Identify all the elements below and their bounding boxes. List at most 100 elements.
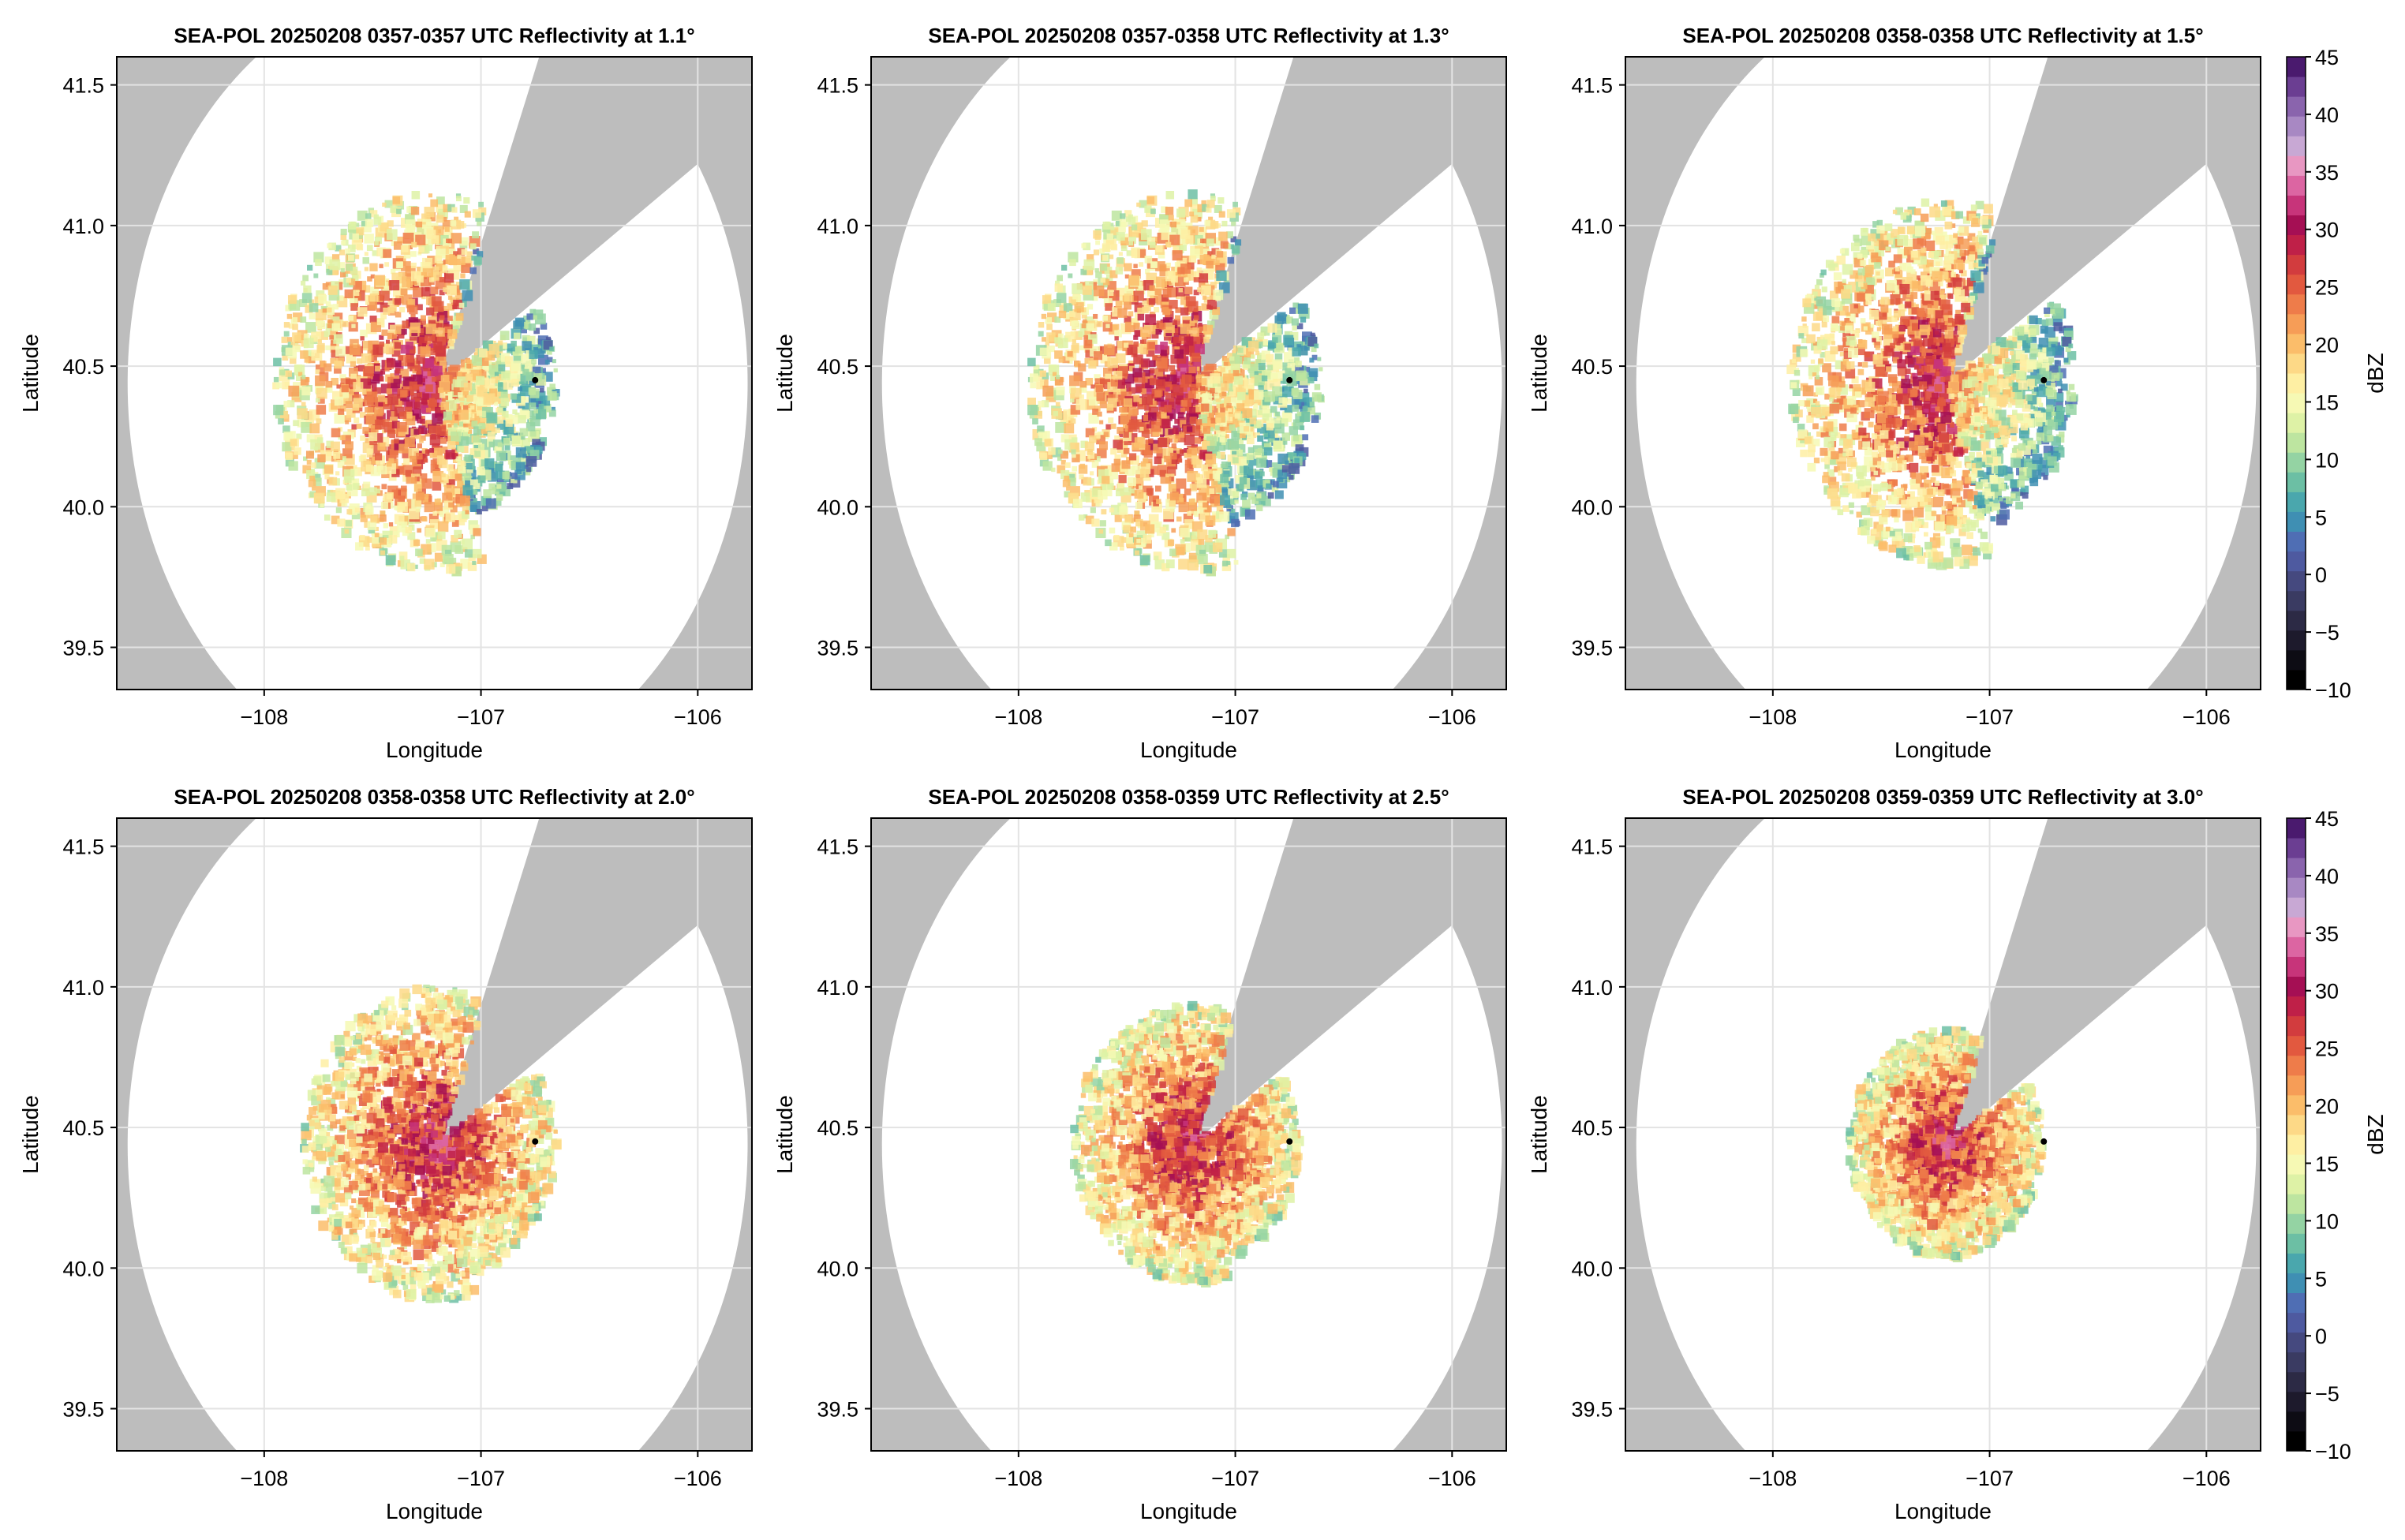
colorbar-segment — [2287, 1035, 2306, 1056]
colorbar-segment — [2287, 77, 2306, 97]
colorbar-1: −10 −5 0 5 10 15 20 25 30 35 40 45 dBZ — [2286, 46, 2388, 702]
y-tick-label: 41.5 — [817, 835, 858, 859]
colorbar-segment — [2287, 234, 2306, 256]
colorbar-tick-label: 0 — [2315, 563, 2327, 587]
y-tick-label: 41.0 — [1571, 215, 1613, 238]
x-tick-label: −107 — [1966, 1467, 2014, 1490]
x-axis-label: Longitude — [1140, 1499, 1237, 1523]
colorbar-segment — [2287, 1430, 2306, 1452]
reflectivity-echoes — [1845, 1026, 2047, 1263]
y-axis-label: Latitude — [1527, 1095, 1551, 1174]
colorbar-segment — [2287, 877, 2306, 898]
colorbar-segment — [2287, 195, 2306, 215]
colorbar-segment — [2287, 956, 2306, 977]
colorbar-segment — [2287, 1332, 2306, 1353]
x-tick-label: −107 — [1211, 705, 1259, 729]
y-tick-label: 39.5 — [1571, 637, 1613, 660]
colorbar-segment — [2287, 393, 2306, 413]
colorbar-tick-label: 45 — [2315, 46, 2339, 69]
colorbar-segment — [2287, 858, 2306, 878]
colorbar-tick-label: 40 — [2315, 865, 2339, 888]
colorbar-tick-label: −5 — [2315, 621, 2340, 645]
panel-title: SEA-POL 20250208 0358-0358 UTC Reflectiv… — [1682, 24, 2203, 47]
colorbar-segment — [2287, 57, 2306, 77]
colorbar-segment — [2287, 1213, 2306, 1234]
colorbar-segment — [2287, 570, 2306, 592]
colorbar-segment — [2287, 333, 2306, 354]
y-tick-label: 41.5 — [62, 835, 104, 859]
axes-frame — [1625, 56, 2261, 690]
y-tick-label: 41.5 — [62, 74, 104, 98]
y-tick-label: 41.5 — [1571, 74, 1613, 98]
colorbar-segment — [2287, 215, 2306, 236]
axes-frame — [116, 817, 753, 1452]
colorbar-segment — [2287, 1055, 2306, 1076]
colorbar-segment — [2287, 1273, 2306, 1293]
y-tick-label: 40.5 — [62, 355, 104, 379]
colorbar-tick-label: 20 — [2315, 1095, 2339, 1119]
x-tick-label: −106 — [1428, 705, 1476, 729]
axes-frame — [1625, 817, 2261, 1452]
x-tick-label: −108 — [994, 1467, 1042, 1490]
y-tick-label: 41.0 — [817, 215, 858, 238]
colorbar-segment — [2287, 590, 2306, 611]
colorbar-segment — [2287, 373, 2306, 394]
station-marker — [1286, 1138, 1293, 1145]
radar-panel-2: −108 −107 −106 39.5 40.0 40.5 41.0 41.5 SEA-POL … — [772, 24, 1507, 762]
x-tick-label: −107 — [457, 705, 505, 729]
colorbar-segment — [2287, 630, 2306, 651]
station-marker — [532, 1138, 539, 1145]
colorbar-segment — [2287, 649, 2306, 671]
reflectivity-echoes — [272, 190, 560, 577]
y-tick-label: 40.0 — [62, 1257, 104, 1280]
y-tick-label: 40.5 — [62, 1116, 104, 1140]
colorbar-segment — [2287, 669, 2306, 690]
colorbar-segment — [2287, 1174, 2306, 1194]
station-marker — [2040, 376, 2048, 383]
colorbar-segment — [2287, 492, 2306, 512]
colorbar-segment — [2287, 551, 2306, 572]
colorbar-tick-label: 40 — [2315, 103, 2339, 127]
colorbar-segment — [2287, 1391, 2306, 1412]
axes-frame — [116, 56, 753, 690]
y-tick-label: 40.0 — [817, 495, 858, 519]
y-tick-label: 41.0 — [817, 976, 858, 1000]
colorbar-segment — [2287, 1114, 2306, 1135]
colorbar-segment — [2287, 1094, 2306, 1116]
y-tick-label: 39.5 — [817, 637, 858, 660]
colorbar-segment — [2287, 353, 2306, 374]
gridlines — [871, 818, 1506, 1451]
x-tick-label: −108 — [1749, 705, 1797, 729]
y-tick-label: 40.5 — [1571, 355, 1613, 379]
radar-panel-6: −108 −107 −106 39.5 40.0 40.5 41.0 41.5 SEA-POL … — [1527, 785, 2261, 1523]
y-axis-label: Latitude — [1527, 334, 1551, 413]
colorbar-tick-label: 35 — [2315, 922, 2339, 946]
reflectivity-echoes — [1027, 189, 1325, 577]
panel-title: SEA-POL 20250208 0357-0358 UTC Reflectiv… — [928, 24, 1449, 47]
station-marker — [2040, 1138, 2048, 1145]
colorbar-segment — [2287, 531, 2306, 552]
colorbar-segment — [2287, 1015, 2306, 1037]
y-tick-label: 40.5 — [817, 1116, 858, 1140]
colorbar-label: dBZ — [2363, 1114, 2388, 1154]
colorbar-segment — [2287, 432, 2306, 453]
x-tick-label: −106 — [674, 1467, 722, 1490]
reflectivity-echoes — [300, 984, 562, 1303]
colorbar-segment — [2287, 254, 2306, 275]
colorbar-segment — [2287, 96, 2306, 117]
colorbar-segment — [2287, 452, 2306, 473]
colorbar-segment — [2287, 293, 2306, 315]
colorbar-tick-label: 15 — [2315, 1152, 2339, 1176]
radar-panel-4: −108 −107 −106 39.5 40.0 40.5 41.0 41.5 SEA-POL … — [18, 785, 753, 1523]
colorbar-segment — [2287, 1134, 2306, 1155]
colorbar-segment — [2287, 838, 2306, 858]
x-tick-label: −106 — [1428, 1467, 1476, 1490]
colorbar-tick-label: 15 — [2315, 391, 2339, 414]
y-tick-label: 39.5 — [62, 637, 104, 660]
panel-title: SEA-POL 20250208 0359-0359 UTC Reflectiv… — [1682, 785, 2203, 809]
colorbar-tick-label: −5 — [2315, 1382, 2340, 1406]
axes-frame — [870, 817, 1507, 1452]
x-tick-label: −108 — [994, 705, 1042, 729]
colorbar-segment — [2287, 1233, 2306, 1254]
y-tick-label: 40.0 — [62, 495, 104, 519]
